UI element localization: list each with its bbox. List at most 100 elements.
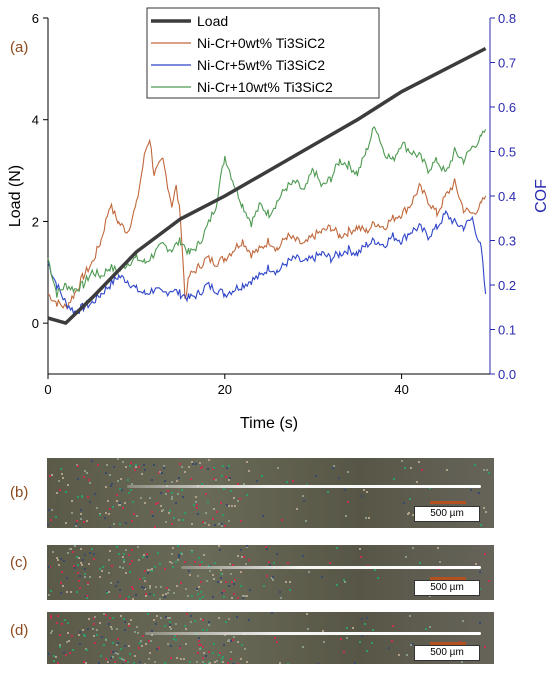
surface-speck [51,508,54,511]
surface-speck [233,592,236,595]
y-right-tick-label: 0.5 [498,145,516,160]
surface-speck [198,564,201,567]
surface-speck [218,616,221,619]
surface-speck [106,590,109,593]
surface-speck [106,500,109,503]
surface-speck [109,484,112,487]
surface-speck [119,648,122,651]
surface-speck [159,616,162,619]
surface-speck [196,503,199,506]
surface-speck [74,523,77,526]
surface-speck [166,489,169,492]
surface-speck [80,495,83,498]
surface-speck [446,469,449,472]
surface-speck [74,525,77,528]
surface-speck [73,566,76,569]
surface-speck [148,651,151,654]
surface-speck [237,554,240,557]
surface-speck [177,545,180,548]
surface-speck [99,575,102,578]
surface-speck [285,481,288,484]
y-right-tick-label: 0.3 [498,234,516,249]
surface-speck [118,522,121,525]
surface-speck [69,591,72,594]
surface-speck [108,617,111,620]
micrograph-d: 500 µm [47,612,494,664]
surface-speck [83,470,86,473]
surface-speck [134,463,137,466]
surface-speck [127,491,130,494]
surface-speck [232,582,235,585]
surface-speck [276,466,279,469]
legend-label-1: Ni-Cr+0wt% Ti3SiC2 [197,35,325,51]
surface-speck [157,472,160,475]
surface-speck [160,586,163,589]
surface-speck [84,662,87,664]
surface-speck [182,495,185,498]
surface-speck [166,591,169,594]
surface-speck [127,553,130,556]
surface-speck [178,646,181,649]
surface-speck [66,551,69,554]
surface-speck [201,483,204,486]
surface-speck [242,597,245,600]
surface-speck [126,660,129,663]
surface-speck [108,527,111,528]
surface-speck [123,558,126,561]
surface-speck [129,653,132,656]
surface-speck [146,556,149,559]
surface-speck [141,645,144,648]
surface-speck [474,562,477,565]
surface-speck [178,476,181,479]
surface-speck [484,511,487,514]
surface-speck [113,522,116,525]
surface-speck [307,628,310,631]
surface-speck [189,660,192,663]
surface-speck [103,613,106,616]
surface-speck [336,584,339,587]
surface-speck [47,524,50,526]
surface-speck [220,522,223,525]
surface-speck [134,655,137,658]
surface-speck [439,560,442,563]
surface-speck [49,614,52,617]
surface-speck [204,493,207,496]
surface-speck [232,497,235,500]
surface-speck [208,524,211,527]
surface-speck [79,526,82,528]
surface-speck [169,509,172,512]
surface-speck [424,628,427,631]
surface-speck [207,621,210,624]
surface-speck [144,592,147,595]
surface-speck [222,465,225,468]
surface-speck [104,614,107,617]
surface-speck [181,489,184,492]
surface-speck [115,545,118,548]
surface-speck [64,491,67,494]
surface-speck [75,520,78,523]
surface-speck [96,506,99,509]
surface-speck [198,648,201,651]
surface-speck [165,592,168,595]
surface-speck [245,563,248,566]
surface-speck [86,594,89,597]
surface-speck [207,661,210,664]
surface-speck [203,651,206,654]
surface-speck [436,546,439,549]
surface-speck [66,622,69,625]
surface-speck [328,561,331,564]
surface-speck [106,592,109,595]
surface-speck [160,471,163,474]
surface-speck [166,643,169,646]
y-right-tick-label: 0.2 [498,278,516,293]
surface-speck [193,620,196,623]
surface-speck [69,651,72,654]
surface-speck [360,634,363,637]
surface-speck [170,522,173,525]
surface-speck [78,587,81,590]
surface-speck [202,657,205,660]
surface-speck [120,657,123,660]
surface-speck [212,652,215,655]
surface-speck [231,639,234,642]
surface-speck [165,586,168,589]
